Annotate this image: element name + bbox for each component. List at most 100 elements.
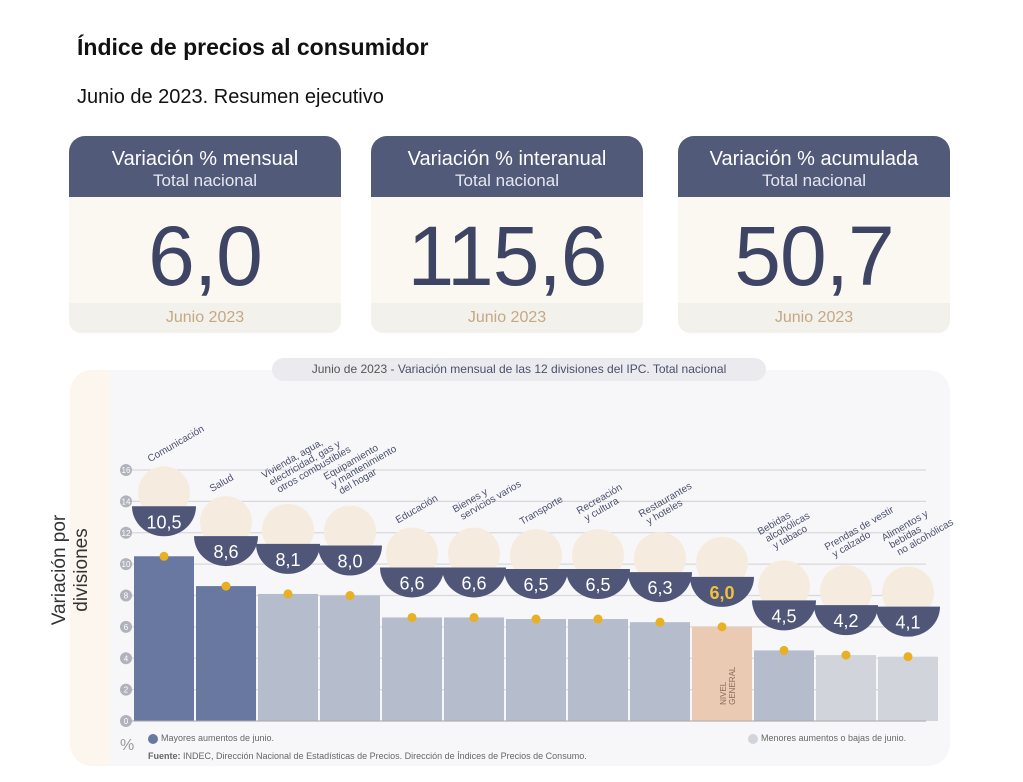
card-value: 115,6 [371,197,643,303]
bar [878,656,938,721]
division-icon [820,565,872,618]
division-icon [696,536,748,589]
division-icon [758,560,810,613]
bar [196,586,256,721]
bar [630,622,690,721]
bar [568,619,628,721]
value-label: 10,5 [146,512,181,532]
y-tick-label: 8 [124,592,129,601]
bar-dot [221,581,231,591]
page-title: Índice de precios al consumidor [77,34,429,60]
source-text: INDEC, Dirección Nacional de Estadística… [183,751,587,761]
y-tick-marker [120,652,132,665]
card-cumulative: Variación % acumulada Total nacional 50,7… [678,136,950,333]
value-badge [628,572,692,603]
card-period: Junio 2023 [371,303,643,333]
bar [258,593,318,721]
division-icon [138,466,190,519]
value-badge [566,569,630,600]
source-note: Fuente: INDEC, Dirección Nacional de Est… [148,751,587,761]
bar [382,617,442,721]
division-icon [448,527,500,580]
value-badge [504,569,568,600]
value-label: 4,5 [771,606,796,626]
source-label: Fuente: [148,751,181,761]
y-unit: % [120,737,135,754]
value-badge [194,536,258,567]
y-tick-marker [120,495,132,508]
bar-dot [345,591,355,600]
bar-dot [903,652,913,662]
value-badge [876,606,940,637]
bar [444,617,504,721]
bar [506,619,566,721]
chart-title-prefix: Junio de 2023 [311,362,388,376]
bar-dot [717,622,727,632]
bar-dot [531,614,541,624]
division-icon [634,532,686,585]
division-icon [386,527,438,580]
value-badge [442,567,506,598]
value-label: 6,6 [461,573,486,593]
card-value: 50,7 [678,197,950,303]
value-label: 8,6 [213,542,238,562]
y-tick-label: 2 [124,686,129,695]
card-title: Variación % acumulada [709,148,919,170]
category-label: Bebidasalcohólicasy tabaco [756,502,817,555]
division-icon [262,503,314,556]
category-label: Restaurantesy hoteles [637,481,699,529]
category-label: Transporte [518,494,565,528]
legend-swatch [748,733,758,744]
y-tick-label: 4 [124,654,129,663]
bar-dot [841,650,851,660]
category-label: Comunicación [146,424,206,465]
value-badge [690,576,754,607]
category-label: Educación [394,493,440,526]
y-tick-marker [120,558,132,571]
card-monthly: Variación % mensual Total nacional 6,0 Ju… [69,136,341,333]
value-label: 6,5 [523,575,548,595]
card-value: 6,0 [69,197,341,303]
value-label: 4,1 [895,613,920,633]
bar-dot [469,612,479,622]
card-subtitle: Total nacional [762,171,866,190]
card-title: Variación % mensual [111,148,299,170]
division-icon [882,566,934,619]
y-tick-label: 12 [122,529,131,538]
bar [134,556,194,721]
value-badge [318,545,382,576]
category-label: Salud [208,472,236,494]
card-title: Variación % interanual [407,148,607,170]
card-period: Junio 2023 [69,303,341,333]
y-tick-marker [120,715,132,727]
value-badge [380,567,444,598]
bar-dot [283,589,293,599]
bar [754,650,814,721]
chart-panel-accent [70,370,110,766]
value-badge [132,506,196,537]
card-subtitle: Total nacional [153,171,257,190]
category-label: Bienes yservicios varios [451,470,523,524]
value-label: 6,3 [647,578,672,598]
bar-dot [779,645,789,655]
value-label: 6,5 [585,575,610,595]
chart-title-text: Variación mensual de las 12 divisiones d… [397,362,727,376]
legend-label: Menores aumentos o bajas de junio. [761,733,907,743]
legend-high: Mayores aumentos de junio. [148,733,274,744]
category-label: Recreacióny cultura [575,482,629,525]
bar-dot [593,614,603,624]
y-tick-marker [120,526,132,539]
bar [816,655,876,721]
y-tick-marker [120,620,132,633]
bar [692,626,752,721]
value-label: 8,0 [337,552,362,572]
page-subtitle: Junio de 2023. Resumen ejecutivo [77,86,384,108]
chart-title: Junio de 2023 - Variación mensual de las… [272,358,766,381]
y-tick-label: 0 [124,717,129,726]
division-icon [200,496,252,549]
category-label: NIVELGENERAL [719,666,737,705]
value-badge [814,605,878,636]
division-icon [572,529,624,582]
value-label: 8,1 [275,550,300,570]
